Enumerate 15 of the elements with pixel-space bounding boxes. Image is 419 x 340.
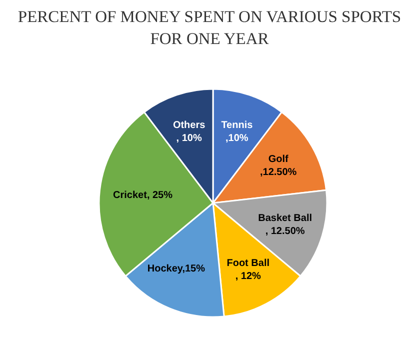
data-label: , 12%	[235, 270, 262, 282]
data-label: ,12.50%	[260, 166, 297, 178]
slice-label: Tennis	[221, 120, 254, 131]
slice-label: Hockey	[147, 263, 184, 274]
slice-label: Golf	[268, 154, 290, 165]
slice-label: Others	[172, 120, 206, 131]
data-label: , 12.50%	[265, 226, 305, 237]
chart-title: PERCENT OF MONEY SPENT ON VARIOUS SPORTS FOR ONE YEAR	[18, 7, 402, 48]
data-label: ,15%	[182, 263, 206, 274]
slice-label: Foot Ball	[226, 258, 270, 269]
slice-label: Basket Ball	[258, 212, 312, 224]
slice-label: Cricket	[113, 190, 148, 201]
data-label: , 10%	[176, 132, 202, 144]
data-label: ,10%	[226, 132, 248, 144]
data-label: , 25%	[146, 190, 173, 201]
